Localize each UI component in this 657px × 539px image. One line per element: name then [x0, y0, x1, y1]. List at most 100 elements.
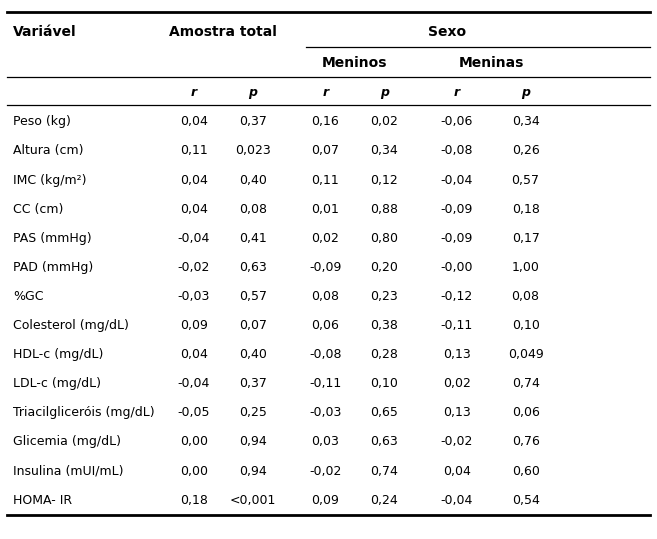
- Text: Glicemia (mg/dL): Glicemia (mg/dL): [13, 436, 121, 448]
- Text: p: p: [248, 86, 258, 99]
- Text: 0,40: 0,40: [239, 348, 267, 361]
- Text: 0,94: 0,94: [239, 465, 267, 478]
- Text: -0,02: -0,02: [309, 465, 342, 478]
- Text: 0,94: 0,94: [239, 436, 267, 448]
- Text: 1,00: 1,00: [512, 261, 539, 274]
- Text: 0,18: 0,18: [512, 203, 539, 216]
- Text: 0,28: 0,28: [371, 348, 398, 361]
- Text: 0,57: 0,57: [512, 174, 539, 186]
- Text: HOMA- IR: HOMA- IR: [13, 494, 72, 507]
- Text: -0,04: -0,04: [177, 232, 210, 245]
- Text: 0,34: 0,34: [371, 144, 398, 157]
- Text: 0,23: 0,23: [371, 290, 398, 303]
- Text: 0,13: 0,13: [443, 406, 470, 419]
- Text: 0,09: 0,09: [180, 319, 208, 332]
- Text: 0,76: 0,76: [512, 436, 539, 448]
- Text: 0,16: 0,16: [311, 115, 339, 128]
- Text: 0,25: 0,25: [239, 406, 267, 419]
- Text: -0,02: -0,02: [440, 436, 473, 448]
- Text: -0,04: -0,04: [440, 174, 473, 186]
- Text: -0,02: -0,02: [177, 261, 210, 274]
- Text: -0,03: -0,03: [177, 290, 210, 303]
- Text: -0,09: -0,09: [309, 261, 342, 274]
- Text: PAS (mmHg): PAS (mmHg): [13, 232, 92, 245]
- Text: -0,12: -0,12: [440, 290, 473, 303]
- Text: 0,88: 0,88: [371, 203, 398, 216]
- Text: 0,04: 0,04: [180, 115, 208, 128]
- Text: -0,08: -0,08: [309, 348, 342, 361]
- Text: 0,00: 0,00: [180, 465, 208, 478]
- Text: -0,00: -0,00: [440, 261, 473, 274]
- Text: Meninas: Meninas: [459, 56, 524, 70]
- Text: Altura (cm): Altura (cm): [13, 144, 83, 157]
- Text: 0,10: 0,10: [371, 377, 398, 390]
- Text: 0,63: 0,63: [239, 261, 267, 274]
- Text: 0,08: 0,08: [239, 203, 267, 216]
- Text: LDL-c (mg/dL): LDL-c (mg/dL): [13, 377, 101, 390]
- Text: 0,04: 0,04: [180, 174, 208, 186]
- Text: 0,07: 0,07: [239, 319, 267, 332]
- Text: Insulina (mUI/mL): Insulina (mUI/mL): [13, 465, 124, 478]
- Text: 0,74: 0,74: [512, 377, 539, 390]
- Text: HDL-c (mg/dL): HDL-c (mg/dL): [13, 348, 104, 361]
- Text: 0,57: 0,57: [239, 290, 267, 303]
- Text: 0,02: 0,02: [443, 377, 470, 390]
- Text: 0,74: 0,74: [371, 465, 398, 478]
- Text: -0,09: -0,09: [440, 232, 473, 245]
- Text: 0,04: 0,04: [443, 465, 470, 478]
- Text: 0,02: 0,02: [311, 232, 339, 245]
- Text: r: r: [191, 86, 197, 99]
- Text: Triacilgliceróis (mg/dL): Triacilgliceróis (mg/dL): [13, 406, 155, 419]
- Text: 0,63: 0,63: [371, 436, 398, 448]
- Text: r: r: [322, 86, 328, 99]
- Text: %GC: %GC: [13, 290, 43, 303]
- Text: -0,11: -0,11: [440, 319, 473, 332]
- Text: PAD (mmHg): PAD (mmHg): [13, 261, 93, 274]
- Text: 0,12: 0,12: [371, 174, 398, 186]
- Text: Meninos: Meninos: [322, 56, 388, 70]
- Text: 0,26: 0,26: [512, 144, 539, 157]
- Text: 0,20: 0,20: [371, 261, 398, 274]
- Text: -0,09: -0,09: [440, 203, 473, 216]
- Text: 0,11: 0,11: [180, 144, 208, 157]
- Text: 0,06: 0,06: [311, 319, 339, 332]
- Text: p: p: [521, 86, 530, 99]
- Text: 0,00: 0,00: [180, 436, 208, 448]
- Text: -0,04: -0,04: [177, 377, 210, 390]
- Text: 0,04: 0,04: [180, 348, 208, 361]
- Text: 0,04: 0,04: [180, 203, 208, 216]
- Text: 0,65: 0,65: [371, 406, 398, 419]
- Text: -0,03: -0,03: [309, 406, 342, 419]
- Text: 0,37: 0,37: [239, 115, 267, 128]
- Text: 0,11: 0,11: [311, 174, 339, 186]
- Text: IMC (kg/m²): IMC (kg/m²): [13, 174, 87, 186]
- Text: 0,08: 0,08: [512, 290, 539, 303]
- Text: Colesterol (mg/dL): Colesterol (mg/dL): [13, 319, 129, 332]
- Text: 0,023: 0,023: [235, 144, 271, 157]
- Text: 0,24: 0,24: [371, 494, 398, 507]
- Text: 0,03: 0,03: [311, 436, 339, 448]
- Text: CC (cm): CC (cm): [13, 203, 64, 216]
- Text: 0,17: 0,17: [512, 232, 539, 245]
- Text: 0,06: 0,06: [512, 406, 539, 419]
- Text: -0,04: -0,04: [440, 494, 473, 507]
- Text: p: p: [380, 86, 389, 99]
- Text: r: r: [453, 86, 460, 99]
- Text: 0,07: 0,07: [311, 144, 339, 157]
- Text: 0,80: 0,80: [371, 232, 398, 245]
- Text: 0,01: 0,01: [311, 203, 339, 216]
- Text: 0,40: 0,40: [239, 174, 267, 186]
- Text: 0,54: 0,54: [512, 494, 539, 507]
- Text: -0,11: -0,11: [309, 377, 342, 390]
- Text: 0,08: 0,08: [311, 290, 339, 303]
- Text: 0,10: 0,10: [512, 319, 539, 332]
- Text: 0,38: 0,38: [371, 319, 398, 332]
- Text: 0,60: 0,60: [512, 465, 539, 478]
- Text: Amostra total: Amostra total: [170, 25, 277, 39]
- Text: 0,09: 0,09: [311, 494, 339, 507]
- Text: 0,18: 0,18: [180, 494, 208, 507]
- Text: 0,049: 0,049: [508, 348, 543, 361]
- Text: Peso (kg): Peso (kg): [13, 115, 71, 128]
- Text: 0,13: 0,13: [443, 348, 470, 361]
- Text: Sexo: Sexo: [428, 25, 466, 39]
